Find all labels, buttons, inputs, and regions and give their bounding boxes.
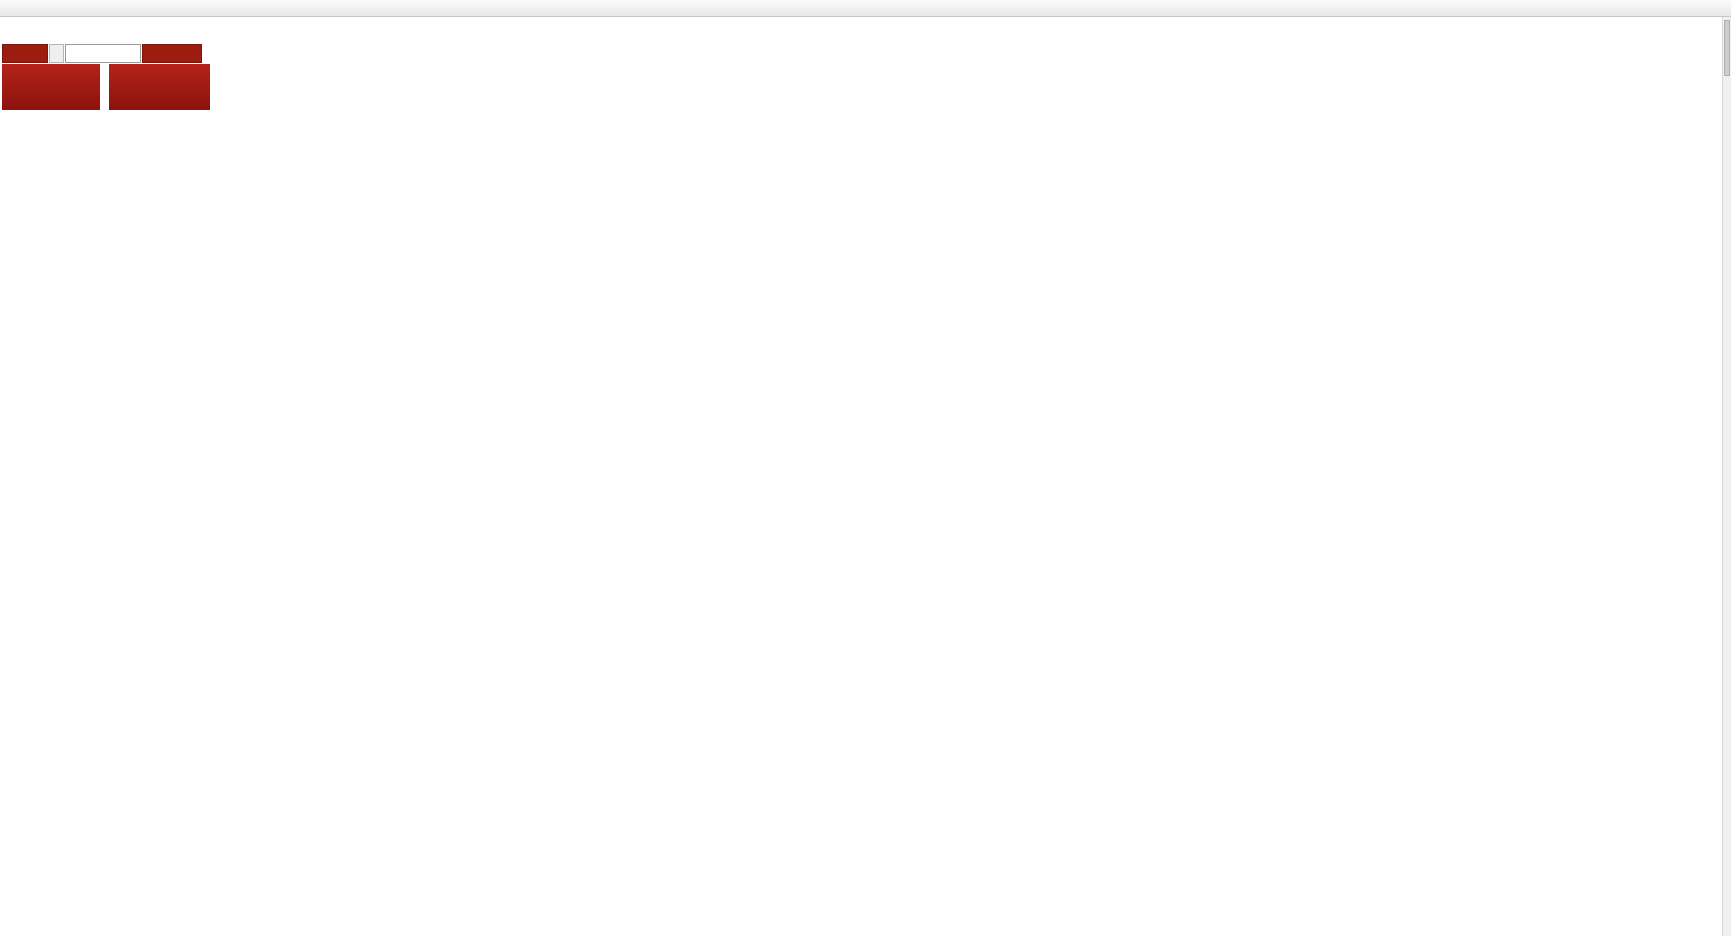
sell-button[interactable] (2, 44, 48, 63)
price-tiles-row (2, 64, 220, 110)
order-controls-row (2, 44, 220, 63)
bid-price-tile[interactable] (2, 64, 100, 110)
chart-title (6, 21, 20, 33)
quote-collapse-icon[interactable] (49, 44, 64, 63)
toolbar (0, 0, 1731, 17)
ask-price-tile[interactable] (109, 64, 210, 110)
vertical-scrollbar[interactable] (1722, 17, 1731, 936)
buy-button[interactable] (142, 44, 202, 63)
one-click-trading-panel (2, 44, 220, 110)
vertical-scrollbar-thumb[interactable] (1724, 20, 1730, 76)
lot-size-input[interactable] (65, 44, 141, 63)
